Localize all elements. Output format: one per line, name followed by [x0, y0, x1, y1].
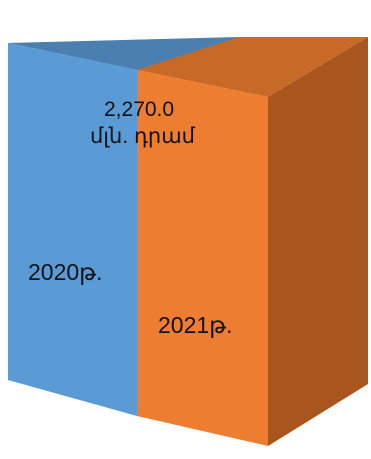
column-side-2021 [268, 37, 368, 446]
column-face-2020 [8, 43, 137, 416]
column-top-2021 [137, 37, 368, 97]
column-face-2021 [137, 70, 268, 446]
category-label-2020: 2020թ. [28, 259, 103, 285]
data-label-unit: մլն. դրամ [90, 125, 195, 148]
category-label-2021: 2021թ. [158, 312, 233, 338]
data-label-value: 2,270.0 [104, 98, 175, 121]
